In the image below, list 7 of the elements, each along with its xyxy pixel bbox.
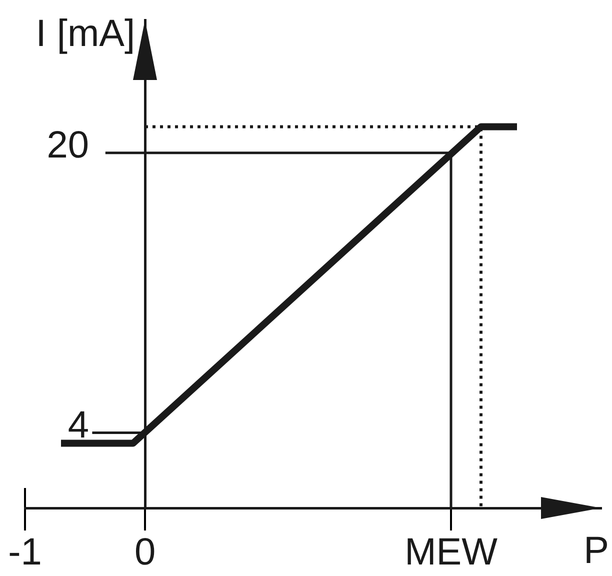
x-tick-label: MEW <box>404 531 498 574</box>
y-tick-label: 20 <box>46 124 89 166</box>
x-tick-label: -1 <box>8 531 42 574</box>
x-tick-label: 0 <box>134 531 156 574</box>
x-axis-title: P <box>584 530 609 572</box>
y-axis-title: I [mA] <box>36 13 135 55</box>
y-tick-label: 4 <box>68 404 89 446</box>
